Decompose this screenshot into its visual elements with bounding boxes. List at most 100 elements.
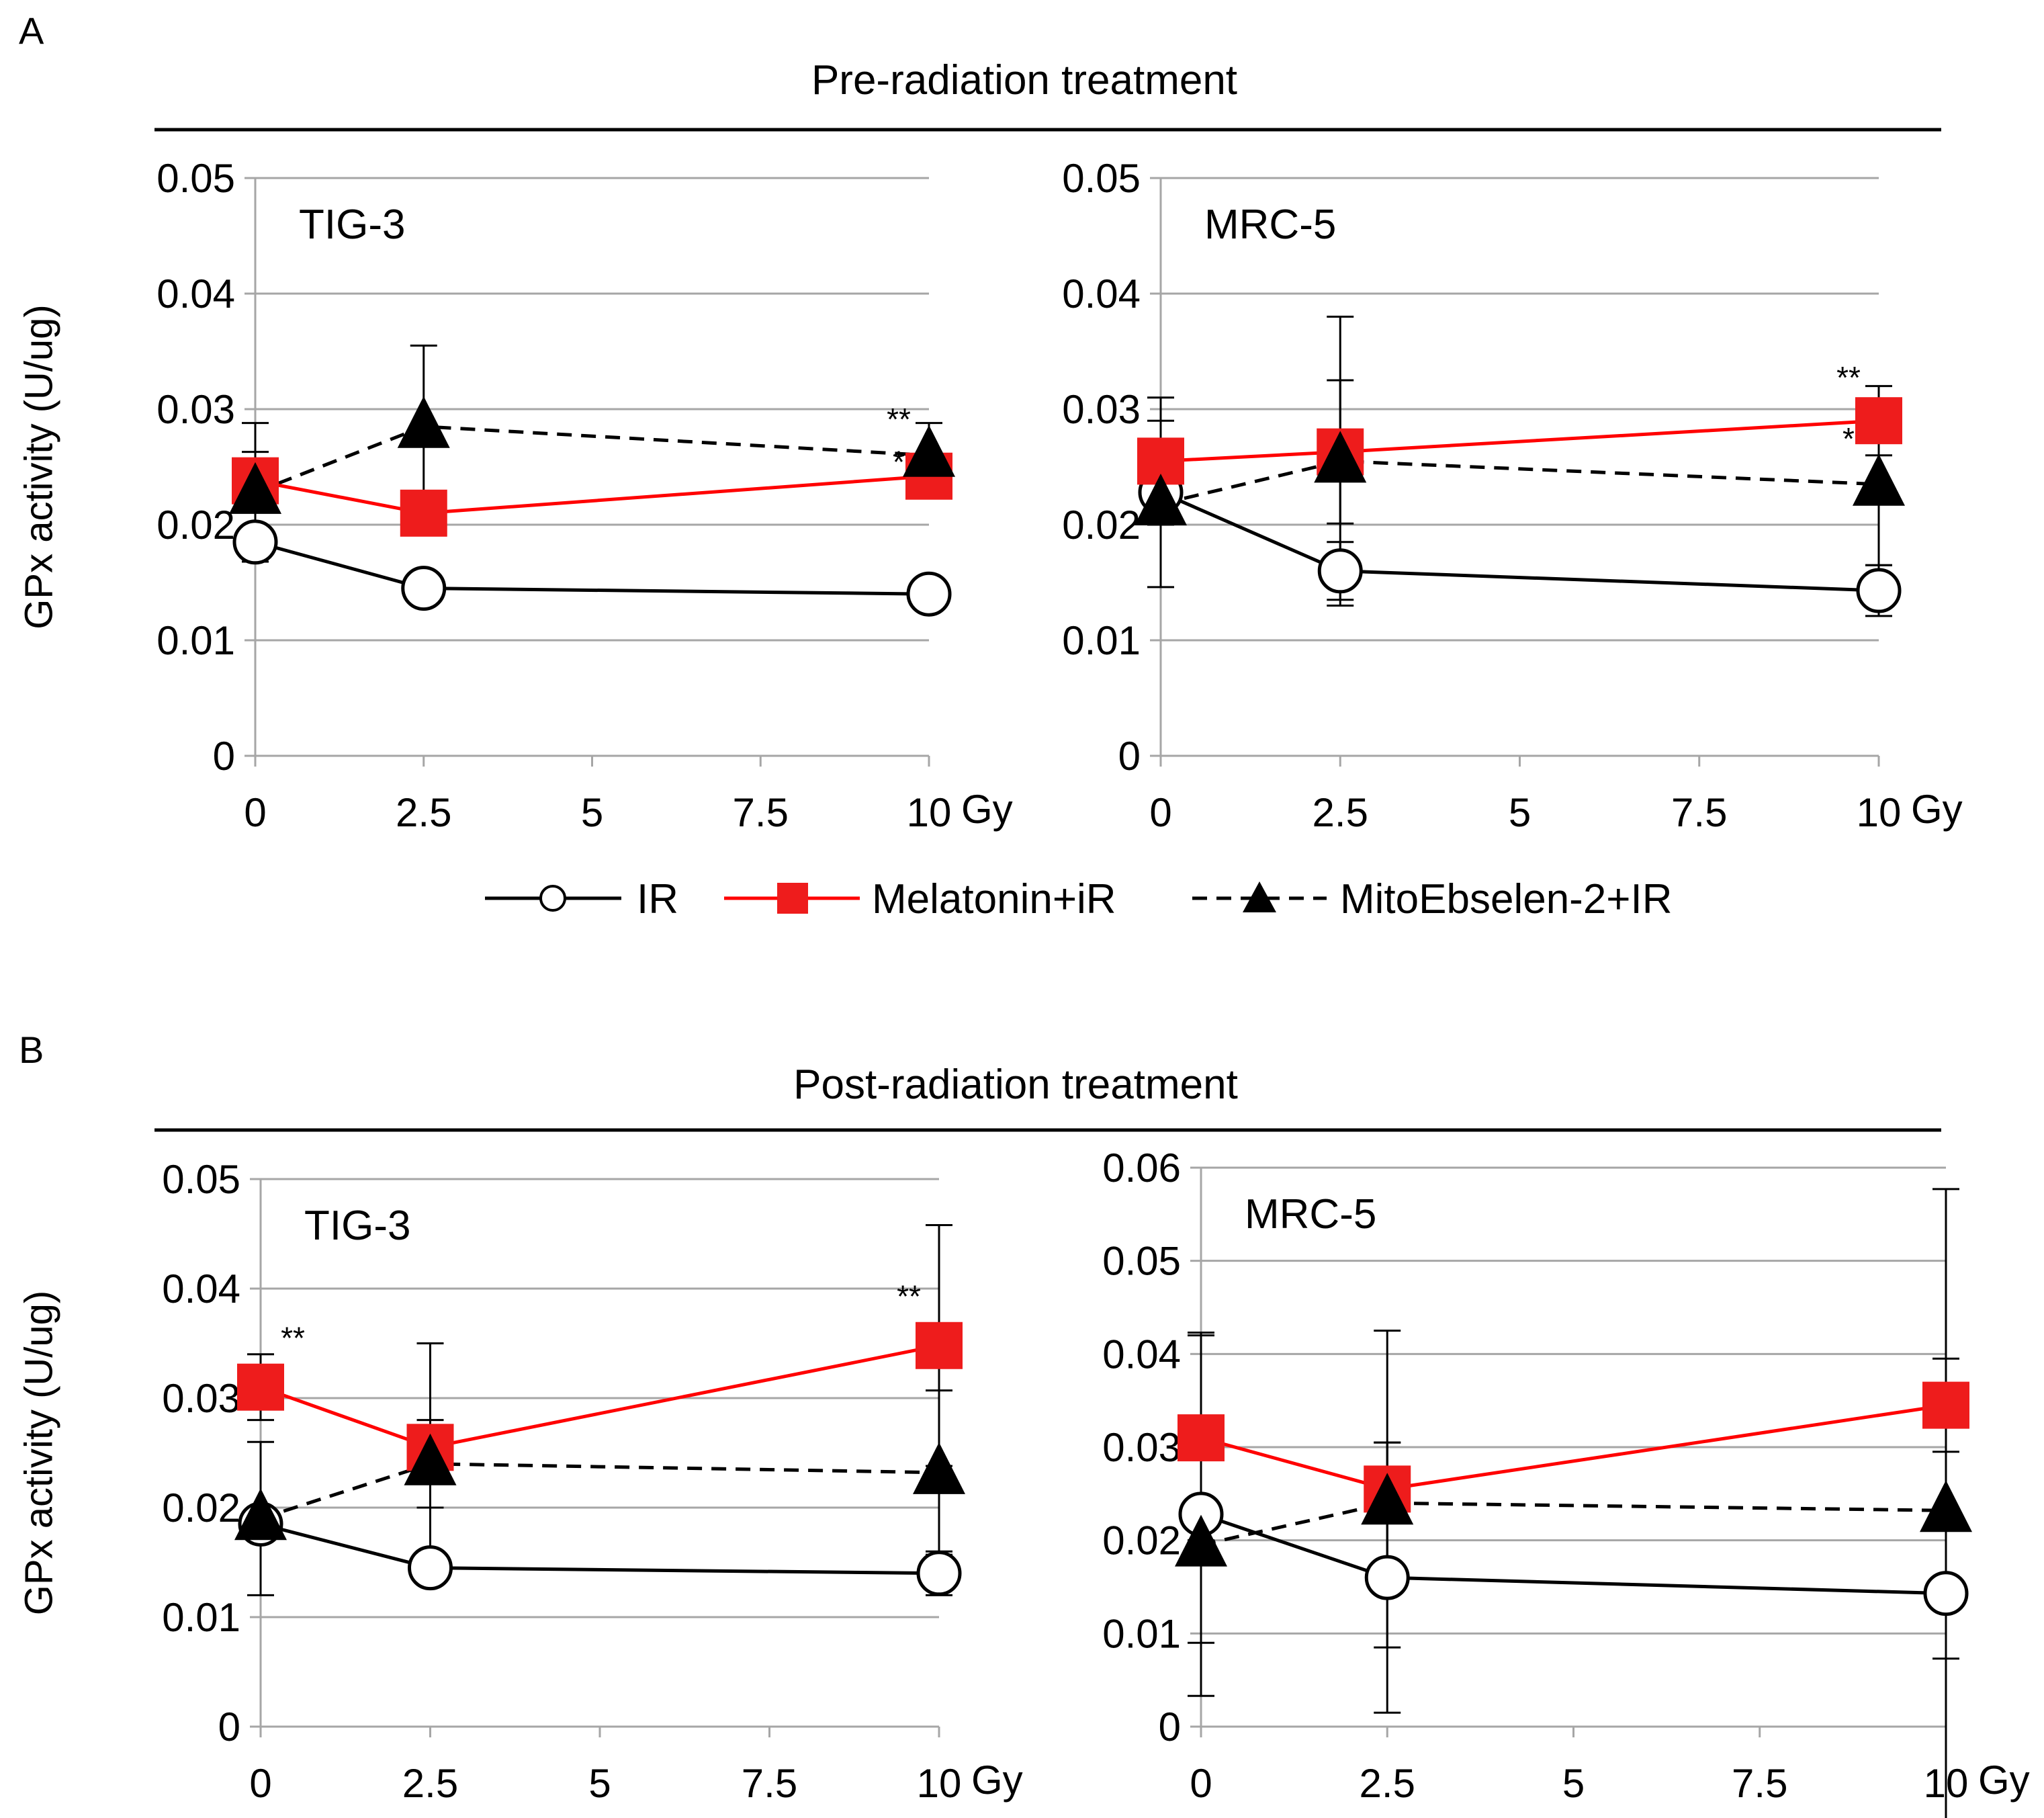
marker-mitoebselen	[229, 462, 281, 514]
y-tick-label: 0.02	[157, 503, 235, 548]
marker-ir	[906, 571, 952, 617]
marker-mitoebselen	[1361, 1473, 1414, 1525]
legend-entry-mitoebselen: MitoEbselen-2+IR	[1192, 876, 1673, 922]
cell-line-label: MRC-5	[1204, 202, 1336, 248]
y-tick-label: 0.02	[162, 1485, 240, 1530]
marker-mitoebselen	[913, 1442, 965, 1494]
marker-ir	[1364, 1555, 1410, 1600]
marker-ir	[232, 519, 278, 565]
y-tick-label: 0	[218, 1704, 240, 1749]
legend: IR Melatonin+iR MitoEbselen-2+IR	[485, 876, 1673, 922]
y-axis-label: GPx activity (U/ug)	[17, 304, 61, 629]
marker-ir	[401, 566, 447, 611]
marker-melatonin	[916, 1322, 963, 1369]
legend-label-mitoebselen: MitoEbselen-2+IR	[1340, 876, 1673, 922]
section-title-post-radiation: Post-radiation treatment	[793, 1062, 1238, 1108]
y-tick-label: 0.01	[162, 1595, 240, 1640]
y-tick-label: 0.05	[1102, 1239, 1181, 1284]
y-tick-label: 0.03	[162, 1376, 240, 1421]
marker-ir	[1856, 568, 1902, 613]
y-axis-label: GPx activity (U/ug)	[17, 1291, 61, 1615]
x-tick-label: 2.5	[396, 790, 451, 835]
y-tick-label: 0.05	[1062, 156, 1141, 201]
x-tick-label: 5	[581, 790, 603, 835]
marker-mitoebselen	[1314, 431, 1367, 483]
panel-letter-b: B	[19, 1029, 44, 1071]
marker-melatonin	[1922, 1381, 1969, 1429]
marker-ir	[408, 1545, 453, 1591]
marker-mitoebselen	[1920, 1480, 1972, 1532]
x-tick-label: 10	[1857, 790, 1902, 835]
x-unit-label: Gy	[1978, 1758, 2030, 1803]
legend-label-ir: IR	[637, 876, 678, 922]
marker-mitoebselen	[397, 396, 450, 448]
legend-entry-melatonin: Melatonin+iR	[724, 876, 1116, 922]
y-tick-label: 0.05	[157, 156, 235, 201]
y-tick-label: 0.03	[1102, 1425, 1181, 1470]
marker-melatonin	[237, 1363, 284, 1411]
x-tick-label: 5	[1562, 1761, 1585, 1806]
marker-ir	[916, 1551, 962, 1596]
marker-mitoebselen	[1853, 453, 1905, 506]
significance-label: *	[1842, 421, 1855, 456]
chart-pre-mrc5: 00.010.020.030.040.050 2.5 5 7.5 10 GyMRC-5**…	[1062, 156, 1962, 835]
series-line-mito	[1160, 459, 1879, 506]
marker-melatonin	[400, 489, 447, 537]
x-tick-label: 5	[1509, 790, 1531, 835]
significance-label: **	[887, 402, 911, 437]
significance-label: *	[893, 445, 905, 480]
panel-letter-a: A	[19, 9, 44, 52]
chart-post-tig3: 0 0.01 0.02 0.03 0.04 0.05 0 2.5 5 7.5 10 Gy TIG-3 GP…	[17, 1157, 1023, 1806]
x-tick-label: 7.5	[1671, 790, 1727, 835]
y-tick-label: 0.03	[1062, 387, 1141, 432]
marker-melatonin	[1855, 397, 1902, 445]
x-tick-label: 2.5	[402, 1761, 458, 1806]
x-tick-label: 2.5	[1313, 790, 1368, 835]
x-tick-label: 2.5	[1360, 1761, 1415, 1806]
y-tick-label: 0.02	[1062, 503, 1141, 548]
x-unit-label: Gy	[971, 1758, 1023, 1803]
x-tick-label: 10	[917, 1761, 962, 1806]
legend-label-melatonin: Melatonin+iR	[872, 876, 1116, 922]
y-tick-label: 0.01	[1102, 1611, 1181, 1656]
y-tick-label: 0.04	[1102, 1332, 1181, 1377]
y-tick-label: 0	[1118, 734, 1141, 779]
marker-mitoebselen	[1175, 1514, 1227, 1567]
x-tick-label: 0	[1149, 790, 1171, 835]
legend-marker-circle	[539, 885, 566, 912]
y-tick-label: 0.01	[157, 618, 235, 663]
x-tick-label: 5	[588, 1761, 611, 1806]
x-tick-label: 10	[907, 790, 952, 835]
x-tick-label: 0	[249, 1761, 271, 1806]
cell-line-label: TIG-3	[304, 1203, 410, 1249]
x-tick-label: 0	[1190, 1761, 1212, 1806]
marker-mitoebselen	[404, 1433, 457, 1485]
y-tick-label: 0.04	[162, 1266, 240, 1311]
section-title-pre-radiation: Pre-radiation treatment	[811, 57, 1237, 103]
y-tick-label: 0.03	[157, 387, 235, 432]
significance-label: **	[1836, 360, 1861, 395]
marker-melatonin	[1177, 1414, 1225, 1462]
legend-marker-square	[777, 883, 808, 914]
y-tick-label: 0.06	[1102, 1145, 1181, 1191]
x-tick-label: 7.5	[733, 790, 789, 835]
y-tick-label: 0.04	[1062, 271, 1141, 316]
cell-line-label: TIG-3	[299, 202, 405, 248]
y-tick-label: 0.02	[1102, 1518, 1181, 1563]
y-tick-label: 0	[213, 734, 235, 779]
y-tick-label: 0	[1159, 1704, 1181, 1749]
x-unit-label: Gy	[961, 787, 1013, 832]
y-tick-label: 0.05	[162, 1157, 240, 1202]
significance-label: **	[281, 1321, 305, 1356]
legend-entry-ir: IR	[485, 876, 678, 922]
y-tick-label: 0.04	[157, 271, 235, 316]
marker-mitoebselen	[1135, 474, 1187, 526]
marker-mitoebselen	[234, 1488, 287, 1541]
x-tick-label: 7.5	[1732, 1761, 1787, 1806]
chart-pre-tig3: 0 0.01 0.02 0.03 0.04 0.05 0 2.5 5 7.5 10 Gy TIG-3 GP…	[17, 156, 1013, 835]
series-line-mito	[1200, 1501, 1947, 1547]
marker-ir	[1317, 548, 1363, 594]
marker-ir	[1923, 1571, 1969, 1616]
cell-line-label: MRC-5	[1245, 1191, 1376, 1238]
